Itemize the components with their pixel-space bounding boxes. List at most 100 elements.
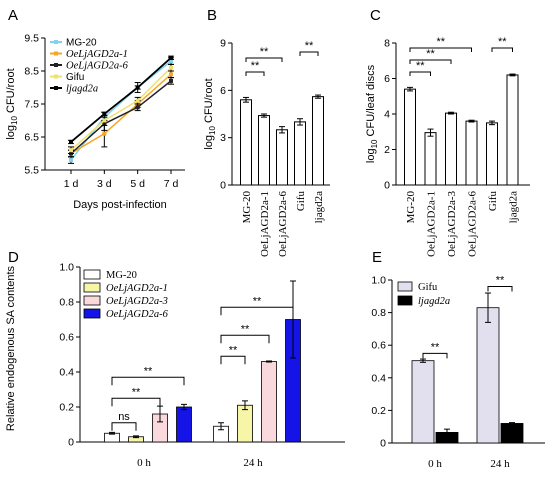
bracket-line (111, 422, 137, 431)
bar (312, 96, 324, 186)
data-point (169, 65, 173, 70)
bar (404, 88, 416, 186)
significance-bracket: ** (409, 48, 452, 64)
series-3 (176, 280, 301, 443)
legend-marker (54, 86, 58, 90)
legend-swatch (83, 282, 101, 293)
y-tick-label: 8.5 (24, 66, 39, 78)
series-0 (411, 292, 500, 444)
significance-label: ** (496, 275, 505, 287)
legend-label: OeLjAGD2a-6 (106, 309, 169, 320)
y-tick-label: 6 (220, 85, 226, 97)
y-tick-label: 3 (220, 132, 226, 144)
x-tick-label: 5 d (130, 178, 145, 190)
data-point (135, 105, 140, 110)
data-point (135, 85, 140, 90)
ylabel-sub: 10 (10, 116, 19, 125)
series-line (70, 57, 172, 143)
series-1 (128, 400, 253, 443)
bar (237, 404, 253, 443)
bracket-line (491, 47, 513, 52)
y-tick-label: 0 (68, 437, 74, 449)
y-tick-label: 0 (384, 180, 390, 192)
y-tick-label: 0.2 (59, 402, 74, 414)
bar (176, 406, 192, 443)
bracket-line (422, 352, 448, 359)
y-axis-title: log10 CFU/leaf discs (365, 64, 379, 163)
y-tick-label: 0 (220, 180, 226, 192)
y-tick-label: 6.5 (24, 132, 39, 144)
x-tick-label: OeLjAGD2a-1 (259, 191, 271, 257)
x-tick-label: OeLjAGD2a-3 (446, 191, 458, 257)
ylabel-log: log (365, 148, 377, 163)
bar (465, 120, 478, 186)
significance-label: ** (260, 46, 269, 58)
y-tick-label: 2 (384, 144, 390, 156)
panel-letter-d: D (8, 249, 19, 266)
legend-label: OeLjAGD2a-1 (66, 49, 128, 60)
bracket-line (111, 397, 161, 407)
bracket-line (245, 57, 283, 62)
x-tick-label: 24 h (490, 458, 510, 470)
series-2 (152, 360, 277, 443)
panel-letter-c: C (370, 7, 381, 24)
data-point (102, 118, 107, 123)
significance-bracket: ** (299, 40, 319, 56)
legend-label: OeLjAGD2a-3 (106, 296, 168, 307)
legend-label: OeLjAGD2a-6 (66, 61, 129, 72)
significance-bracket: ** (409, 36, 472, 52)
bar (500, 423, 524, 444)
significance-bracket: ** (491, 36, 513, 52)
x-axis-title: Days post-infection (73, 199, 167, 211)
y-tick-label: 0.6 (371, 340, 386, 352)
significance-bracket: ns (111, 411, 137, 431)
significance-label: ** (132, 386, 141, 398)
y-tick-label: 0.2 (371, 405, 386, 417)
significance-label: ** (416, 60, 425, 72)
series-line (70, 67, 172, 151)
data-point (169, 72, 173, 77)
y-tick-label: 9 (220, 38, 226, 50)
y-tick-label: 4 (384, 109, 390, 121)
bar (486, 122, 498, 186)
data-point (69, 139, 73, 144)
data-point (102, 131, 107, 136)
bar (261, 361, 277, 443)
significance-bracket: ** (245, 60, 265, 76)
bar (476, 307, 500, 444)
significance-bracket: ** (487, 275, 513, 292)
legend-label: Gifu (66, 72, 84, 83)
ylabel-sub: 10 (208, 126, 217, 135)
significance-bracket: ** (409, 60, 431, 76)
significance-bracket: ** (111, 386, 161, 407)
y-tick-label: 5.5 (24, 165, 39, 177)
x-tick-label: 24 h (243, 457, 263, 469)
significance-bracket: ** (220, 323, 270, 344)
bracket-line (409, 71, 431, 76)
significance-label: ** (436, 36, 445, 48)
y-tick-label: 6 (384, 73, 390, 85)
data-point (135, 98, 140, 103)
data-point (169, 55, 173, 60)
x-tick-label: MG-20 (241, 191, 253, 224)
bracket-line (245, 71, 265, 76)
y-tick-label: 0.8 (371, 307, 386, 319)
legend-marker (54, 51, 58, 56)
legend-d: MG-20 OeLjAGD2a-1 OeLjAGD2a-3 OeLjAGD2a-6 (83, 269, 169, 320)
legend-swatch (397, 295, 413, 306)
y-tick-label: 1.0 (59, 262, 74, 274)
legend-marker (54, 74, 58, 79)
data-point (69, 148, 73, 153)
significance-label: ** (498, 36, 507, 48)
y-axis-title: log10 CFU/root (5, 68, 19, 139)
significance-label: ** (426, 48, 435, 60)
panel-c: C 0 2 4 6 8 MG-20 OeLjAGD2a-1 OeLjAGD2a-3 OeLjAGD… (365, 7, 530, 257)
significance-bracket: ** (220, 295, 294, 316)
bar (276, 129, 288, 186)
data-point (169, 59, 173, 64)
x-tick-label: 0 h (137, 457, 151, 469)
series-1 (435, 422, 524, 444)
bar (424, 132, 437, 186)
bar (258, 115, 270, 186)
